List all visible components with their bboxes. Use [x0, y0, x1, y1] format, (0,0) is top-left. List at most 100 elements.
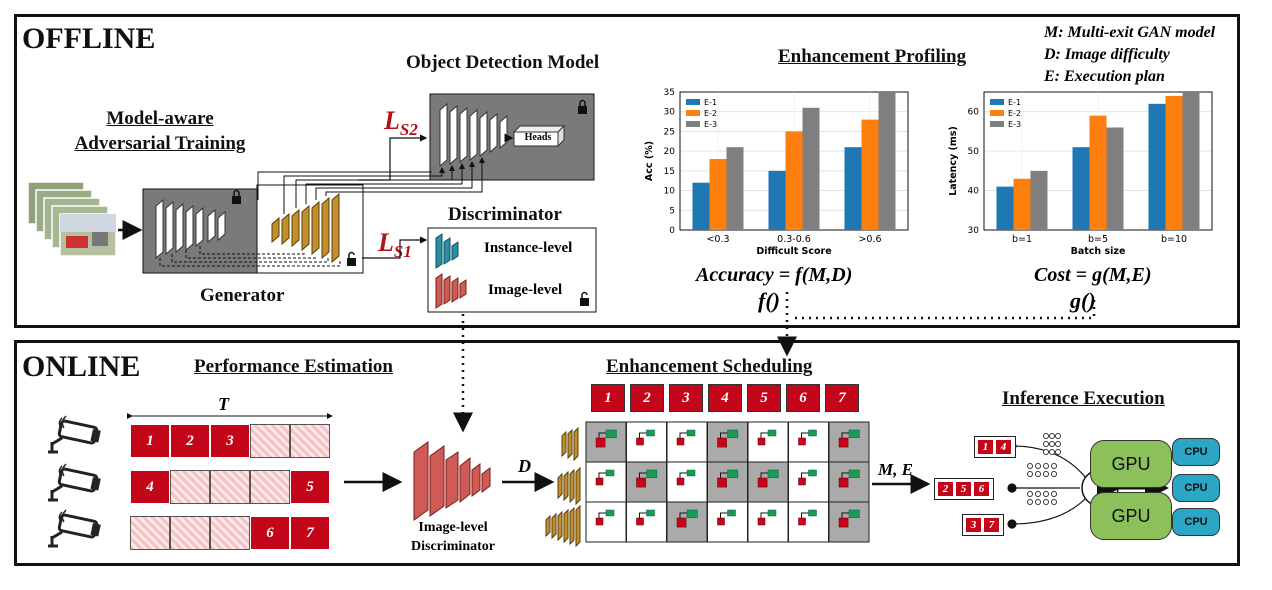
red-square — [757, 517, 766, 526]
schedule-cell — [707, 421, 748, 463]
discriminator-label: Discriminator — [448, 204, 562, 225]
red-square — [636, 517, 644, 526]
network-icons — [1027, 433, 1061, 505]
green-square — [605, 469, 615, 477]
online-panel — [14, 340, 1240, 566]
legend-label: E-3 — [704, 120, 717, 129]
schedule-cell — [828, 501, 870, 543]
x-tick-label: b=10 — [1161, 234, 1187, 245]
lock-icon — [578, 99, 587, 114]
loss-s2-label: LS2 — [384, 106, 418, 140]
schedule-cell — [707, 461, 748, 503]
frame-4: 4 — [130, 470, 170, 504]
loss-s1-label: LS1 — [378, 228, 412, 262]
legend-swatch — [990, 110, 1004, 116]
schedule-cell — [828, 461, 870, 503]
schedule-header-7: 7 — [825, 384, 859, 412]
x-axis-label: Difficult Score — [756, 246, 831, 257]
lock-icon — [232, 189, 241, 204]
variable-legend: M: Multi-exit GAN model D: Image difficu… — [1044, 22, 1215, 88]
camera-icon — [48, 463, 101, 502]
bar-E-2-b=5 — [1089, 115, 1107, 230]
schedule-header-6: 6 — [786, 384, 820, 412]
bar-E-3-0.3-0.6 — [802, 107, 820, 230]
frame-3: 3 — [210, 424, 250, 458]
schedule-cell — [666, 461, 708, 503]
inference-execution-label: Inference Execution — [1002, 388, 1165, 409]
y-tick-label: 20 — [664, 147, 676, 157]
red-square — [838, 477, 849, 488]
schedule-cell — [788, 501, 829, 543]
unlock-icon — [347, 251, 356, 266]
x-tick-label: >0.6 — [858, 234, 881, 245]
ild-line1: Image-level — [418, 520, 488, 535]
legend-d: D: Image difficulty — [1044, 46, 1170, 63]
batch-frame-2: 2 — [937, 481, 954, 497]
bar-E-2-b=1 — [1013, 178, 1031, 230]
schedule-cell — [666, 421, 708, 463]
y-tick-label: 15 — [664, 167, 675, 177]
y-tick-label: 25 — [664, 127, 675, 137]
loss-s2-main: L — [384, 106, 400, 135]
cpu-2: CPU — [1172, 474, 1220, 502]
cpu-1: CPU — [1172, 438, 1220, 466]
frame-5: 5 — [290, 470, 330, 504]
schedule-cell — [747, 461, 789, 503]
bar-E-2-0.3-0.6 — [785, 131, 803, 230]
green-square — [848, 469, 860, 479]
red-square — [676, 517, 687, 528]
y-tick-label: 40 — [968, 187, 980, 197]
object-detection-model-label: Object Detection Model — [406, 52, 600, 73]
g-function-label: g() — [1070, 288, 1096, 313]
green-square — [686, 509, 698, 519]
green-square — [727, 509, 736, 517]
green-square — [605, 509, 615, 517]
generator-decoder — [271, 192, 340, 264]
red-square — [636, 437, 644, 446]
bar-E-3-b=5 — [1106, 127, 1124, 230]
red-square — [798, 517, 806, 526]
y-axis-label: Latency (ms) — [948, 126, 959, 196]
skip-connections — [159, 246, 341, 267]
red-square — [717, 437, 727, 448]
schedule-cell — [585, 421, 627, 463]
schedule-cell — [747, 421, 789, 463]
legend-e: E: Execution plan — [1044, 68, 1165, 85]
legend-label: E-3 — [1008, 120, 1021, 129]
gpu-top: GPU — [1090, 440, 1172, 488]
green-square — [848, 429, 860, 439]
schedule-cell — [788, 421, 829, 463]
legend-label: E-2 — [1008, 109, 1021, 118]
legend-swatch — [686, 110, 700, 116]
bar-E-1-b=1 — [996, 186, 1014, 230]
legend-label: E-2 — [704, 109, 717, 118]
bar-E-3-b=10 — [1182, 92, 1200, 230]
schedule-header-1: 1 — [591, 384, 625, 412]
loss-s1-sub: S1 — [393, 242, 412, 262]
batch-frame-7: 7 — [983, 517, 1000, 533]
x-tick-label: <0.3 — [706, 234, 729, 245]
offline-panel — [14, 14, 1240, 328]
model-aware-line1: Model-aware — [106, 108, 214, 129]
multi-exit-model-icons — [545, 426, 581, 548]
enhancement-scheduling-label: Enhancement Scheduling — [606, 356, 813, 377]
y-axis-label: Acc (%) — [644, 141, 655, 181]
schedule-header-3: 3 — [669, 384, 703, 412]
schedule-header-5: 5 — [747, 384, 781, 412]
bar-E-1->0.6 — [844, 147, 862, 230]
cost-formula: Cost = g(M,E) — [1034, 264, 1152, 286]
schedule-cell — [585, 501, 627, 543]
online-discriminator-icon — [413, 441, 491, 521]
inference-wiring — [1007, 441, 1087, 529]
legend-swatch — [686, 99, 700, 105]
green-square — [808, 429, 817, 437]
red-square — [717, 517, 725, 526]
bar-E-1-b=10 — [1148, 103, 1166, 230]
legend-label: E-1 — [704, 98, 717, 107]
x-tick-label: 0.3-0.6 — [777, 234, 811, 245]
batch-frame-3: 3 — [965, 517, 982, 533]
loss-s2-sub: S2 — [399, 120, 418, 140]
schedule-cell — [666, 501, 708, 543]
